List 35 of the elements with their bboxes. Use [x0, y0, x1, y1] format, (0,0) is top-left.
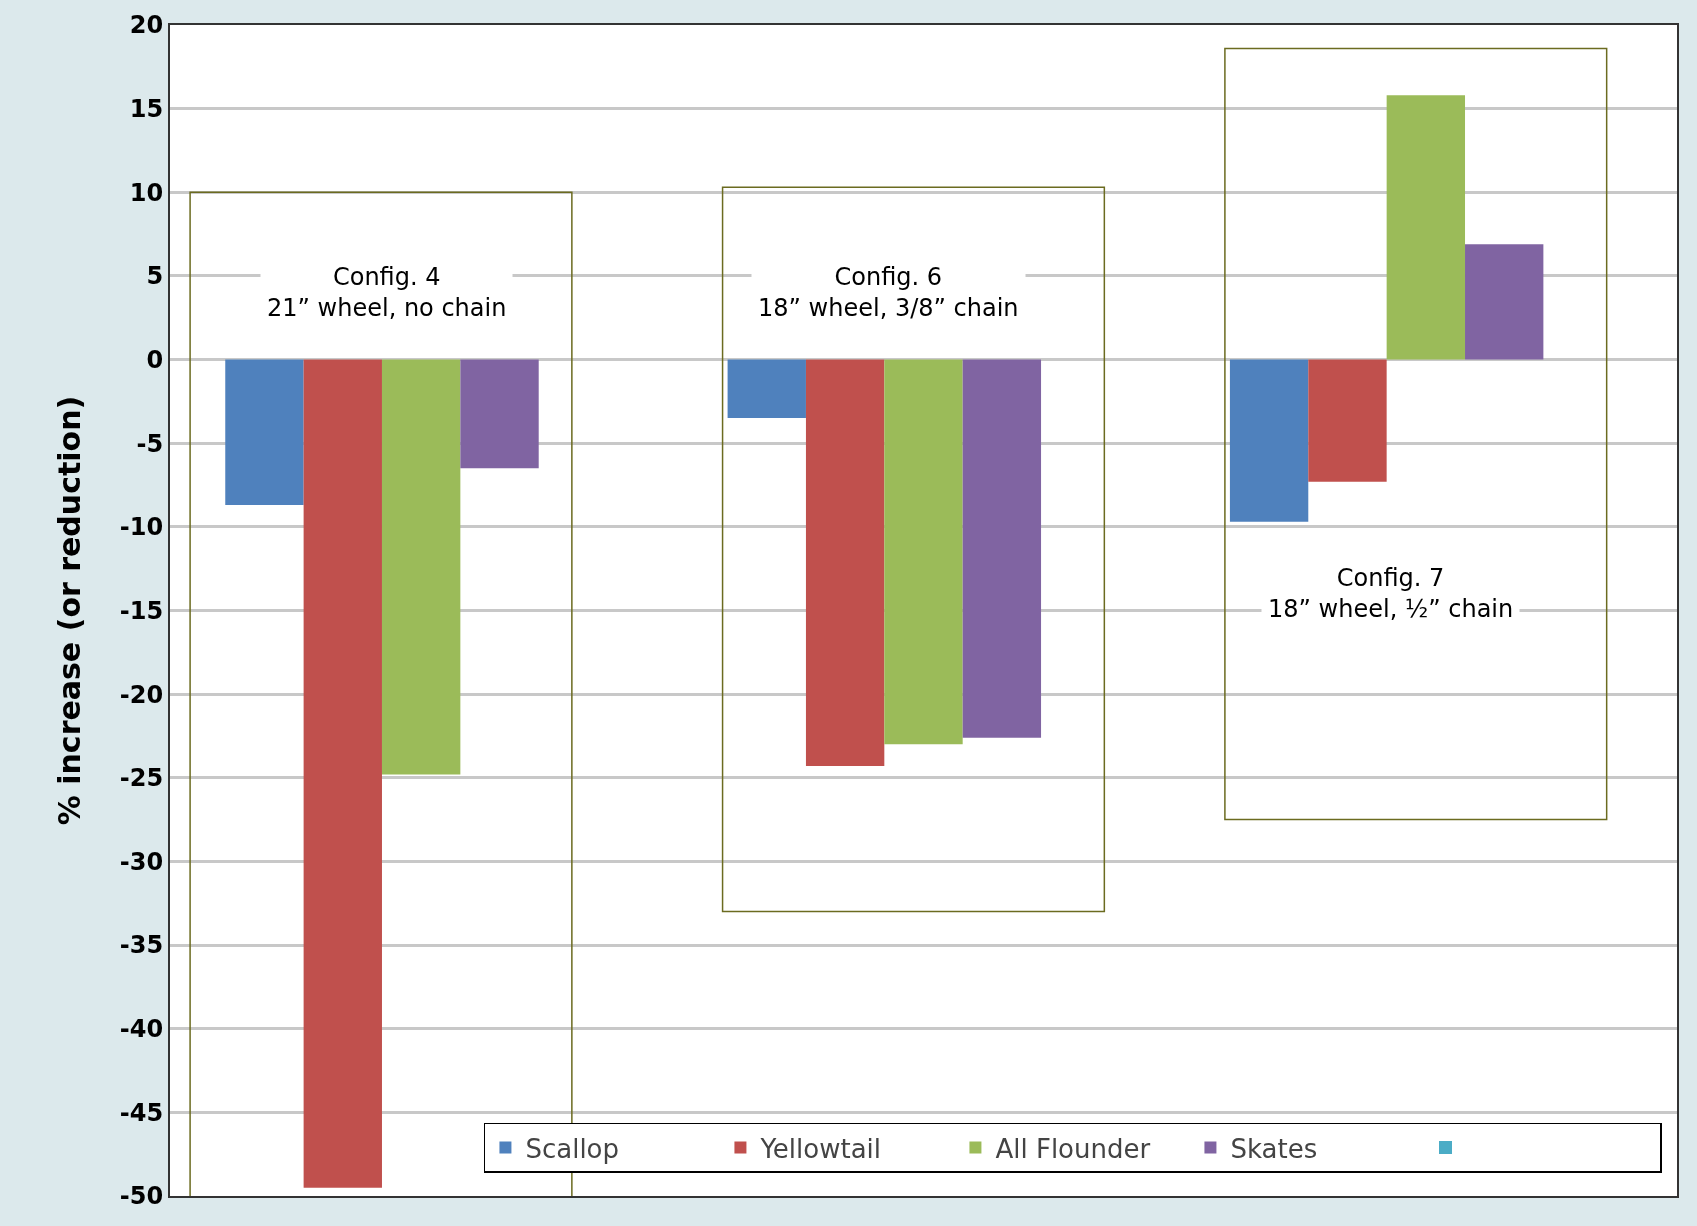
- bar: [1229, 359, 1309, 522]
- bar: [805, 359, 885, 767]
- y-tick-label: -5: [136, 429, 164, 458]
- bar: [381, 359, 461, 775]
- y-tick-label: 0: [146, 345, 164, 374]
- bar: [1465, 244, 1544, 360]
- legend-label: Yellowtail: [759, 1133, 882, 1164]
- bar: [884, 359, 963, 745]
- y-tick-label: 20: [129, 11, 164, 40]
- y-tick-label: 10: [129, 178, 164, 207]
- bar: [225, 359, 304, 506]
- annotation: Config. 6 18” wheel, 3/8” chain: [758, 263, 1019, 323]
- y-tick-label: -15: [119, 596, 164, 625]
- y-tick-label: -30: [119, 847, 164, 876]
- y-axis-title: % increase (or reduction): [52, 395, 88, 826]
- y-tick-label: -25: [119, 764, 164, 793]
- annotation: Config. 4 21” wheel, no chain: [267, 263, 507, 323]
- y-tick-label: -45: [119, 1098, 164, 1127]
- y-tick-label: -35: [119, 931, 164, 960]
- y-tick-label: -10: [119, 513, 164, 542]
- y-tick-label: -20: [119, 680, 164, 709]
- bar: [1308, 359, 1387, 482]
- bar: [303, 359, 382, 1188]
- y-tick-label: -40: [119, 1015, 164, 1044]
- legend-label: All Flounder: [995, 1133, 1151, 1164]
- bar: [460, 359, 539, 469]
- y-tick-label: 5: [146, 262, 164, 291]
- legend-label: Scallop: [525, 1133, 620, 1164]
- y-tick-label: 15: [129, 95, 164, 124]
- annotation: Config. 7 18” wheel, ½” chain: [1268, 564, 1514, 624]
- bar: [727, 359, 806, 419]
- bar: [1386, 95, 1466, 360]
- legend-label: Skates: [1230, 1133, 1318, 1164]
- y-tick-label: -50: [119, 1182, 164, 1211]
- bar: [962, 359, 1042, 738]
